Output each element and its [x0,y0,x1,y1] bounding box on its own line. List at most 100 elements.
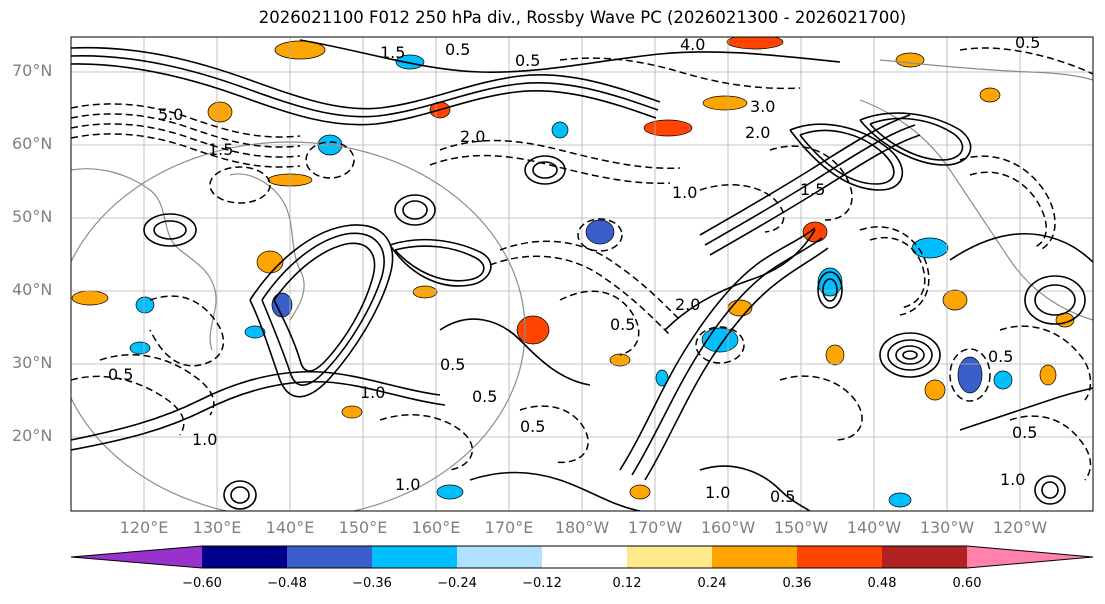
dashed-contour-line [305,141,355,179]
contour-line [273,242,376,372]
contour-line [879,332,941,378]
contour-line [299,39,841,73]
shaded-area [957,356,983,394]
shaded-area [412,285,438,299]
contour-line [261,232,385,386]
coastline [229,173,305,321]
contour-line [394,245,485,282]
contour-line [71,380,446,451]
shaded-area [274,40,326,60]
contour-line [699,114,911,236]
contour-line [394,194,436,226]
contour-label: 4.0 [680,35,705,54]
shaded-area [702,95,748,111]
contour-line [699,465,811,511]
longitude-label: 140°E [265,518,315,537]
contour-line [619,227,816,471]
dashed-contour-line [859,226,930,316]
colorbar-tick-label: −0.12 [522,576,562,591]
dashed-contour-line [71,123,301,158]
latitude-label: 50°N [12,207,53,226]
shaded-area [516,315,550,345]
colorbar-tick-label: −0.36 [352,576,392,591]
shaded-area [609,353,631,367]
colorbar-segment [542,546,628,568]
contour-line [799,129,895,185]
dashed-contour-line [209,166,271,204]
shaded-area [341,405,363,419]
dashed-contour-line [959,155,1056,251]
colorbar-segment [372,546,458,568]
contour-line [71,55,659,118]
dashed-contour-line [429,154,671,185]
contour-label: 0.5 [108,365,133,384]
contour-line [532,161,558,179]
shaded-area [271,292,293,318]
colorbar-segment [712,546,798,568]
contour-line [1041,481,1059,499]
contour-label: 0.5 [515,51,540,70]
dashed-contour-line [379,414,474,471]
dashed-contour-line [699,184,785,233]
contour-line [524,155,566,185]
contour-label: 0.5 [520,417,545,436]
latitude-label: 40°N [12,280,53,299]
shaded-area [895,52,925,68]
longitude-label: 130°E [192,518,242,537]
dashed-contour-line [949,348,991,402]
map-content: 1.5 0.5 4.0 0.5 3.0 2.0 5.0 1.5 1.0 2.0 … [71,35,1093,511]
contour-line [439,318,591,386]
contour-label: 1.0 [1000,470,1025,489]
contour-line [822,278,838,302]
contour-label-layer: 1.5 0.5 4.0 0.5 3.0 2.0 5.0 1.5 1.0 2.0 … [108,35,1040,506]
contour-line [153,220,187,240]
shaded-area [585,219,615,245]
dashed-contour-line [559,57,801,90]
shaded-area [129,341,151,355]
dashed-contour-line [499,240,681,321]
shaded-area [244,325,266,339]
colorbar-extend-high [967,546,1093,568]
contour-label: 2.0 [745,123,770,142]
shaded-area [207,101,233,123]
longitude-label: 160°E [411,518,461,537]
shaded-area [911,237,949,259]
coastline [71,168,217,351]
colorbar-tick-label: −0.48 [267,576,307,591]
contour-label: 3.0 [750,97,775,116]
coastline [879,59,1093,81]
dashed-contour-line [149,295,225,367]
contour-line [887,339,933,371]
colorbar-segment [882,546,968,568]
contour-line [959,387,1093,431]
colorbar-tick-label: −0.60 [182,576,222,591]
shaded-area [643,119,693,137]
domain-boundary [71,141,526,511]
dashed-contour-line [559,290,640,356]
dashed-contour-line [969,171,1047,248]
colorbar-outline [70,545,1094,569]
dashed-contour-line [519,405,589,464]
colorbar-segment [287,546,373,568]
colorbar-tick-label: 0.12 [612,576,642,591]
shaded-area [924,379,946,401]
longitude-label: 180°W [554,518,610,537]
contour-line [1034,284,1076,316]
contour-label: 0.5 [472,387,497,406]
colorbar-tick-label: 0.24 [697,576,727,591]
contour-label: 0.5 [770,487,795,506]
shaded-area [629,484,651,500]
contour-label: 5.0 [158,105,183,124]
map-title: 2026021100 F012 250 hPa div., Rossby Wav… [258,8,907,27]
latitude-label: 20°N [12,426,53,445]
colorbar-tick-label: −0.24 [437,576,477,591]
dashed-contour-line [1009,415,1092,481]
contour-label: 0.5 [445,40,470,59]
contour-line [869,117,964,161]
shaded-area [825,344,845,366]
dashed-contour-line [577,218,623,252]
contour-label: 0.5 [610,315,635,334]
shaded-area [436,484,464,500]
colorbar-tick-label: 0.36 [782,576,812,591]
